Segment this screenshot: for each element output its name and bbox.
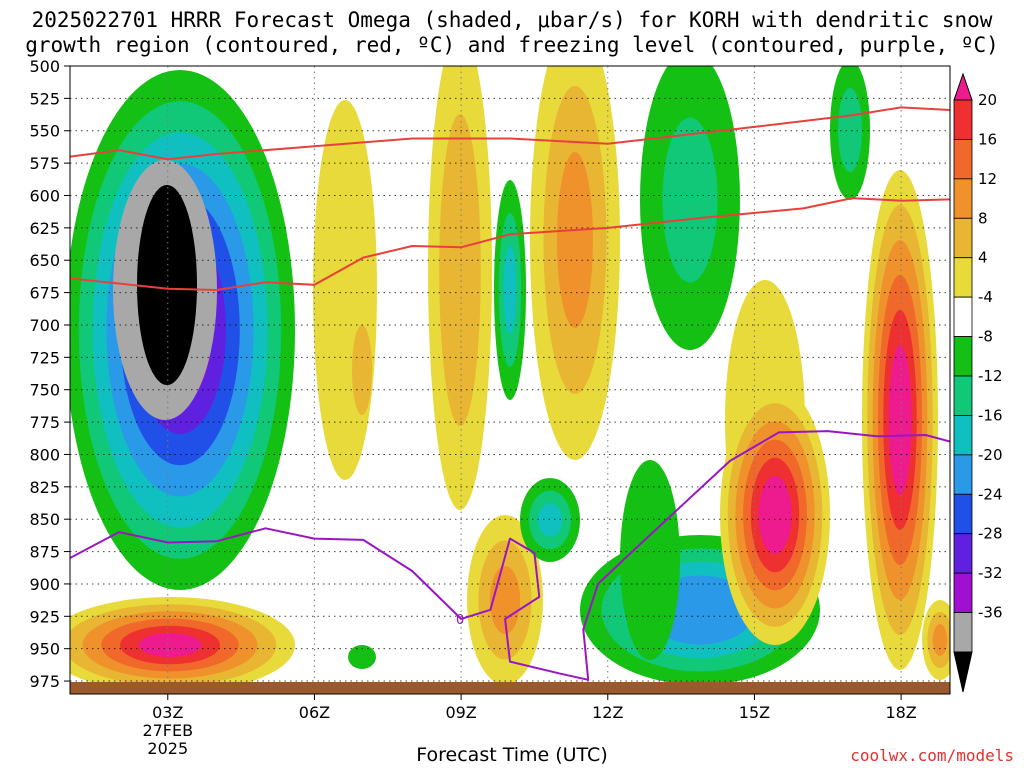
y-tick-label: 575 (29, 154, 60, 173)
colorbar-swatch (953, 336, 973, 377)
freezing-level-contour (70, 430, 950, 681)
omega-contour-fill (888, 345, 912, 495)
y-tick-label: 650 (29, 251, 60, 270)
y-tick-label: 625 (29, 219, 60, 238)
y-tick-label: 925 (29, 607, 60, 626)
chart-title-line-2: growth region (contoured, red, ºC) and f… (25, 33, 999, 57)
omega-contour-fill (557, 152, 593, 328)
colorbar-label: 8 (978, 209, 988, 227)
y-tick-label: 525 (29, 89, 60, 108)
terrain-ground (70, 682, 950, 694)
x-tick-label: 18Z (885, 703, 916, 722)
omega-shading (70, 66, 950, 693)
colorbar-label: -20 (978, 446, 1003, 464)
colorbar-swatch (953, 454, 973, 495)
y-tick-label: 825 (29, 478, 60, 497)
x-tick-sublabel: 27FEB (142, 721, 193, 740)
y-tick-label: 875 (29, 543, 60, 562)
omega-contour-fill (662, 117, 718, 283)
omega-contour-fill (932, 624, 948, 656)
y-tick-label: 950 (29, 640, 60, 659)
chart-title-line-1: 2025022701 HRRR Forecast Omega (shaded, … (31, 8, 993, 32)
colorbar-swatch (953, 139, 973, 180)
y-tick-label: 725 (29, 348, 60, 367)
y-tick-label: 800 (29, 445, 60, 464)
freezing-level-label: 0 (456, 613, 464, 628)
omega-contour-fill (138, 633, 202, 657)
y-tick-label: 500 (29, 57, 60, 76)
y-tick-label: 900 (29, 575, 60, 594)
colorbar-swatch (953, 178, 973, 219)
y-tick-label: 750 (29, 381, 60, 400)
colorbar-label: 20 (978, 91, 997, 109)
colorbar-label: -36 (978, 604, 1003, 622)
colorbar-swatch (953, 257, 973, 298)
dendritic-contour-upper (70, 106, 950, 161)
y-tick-label: 700 (29, 316, 60, 335)
colorbar-label: 4 (978, 249, 988, 267)
colorbar-swatch (953, 217, 973, 259)
x-axis-label: Forecast Time (UTC) (416, 744, 608, 766)
y-tick-label: 775 (29, 413, 60, 432)
x-tick-label: 09Z (445, 703, 476, 722)
y-tick-label: 850 (29, 510, 60, 529)
y-tick-label: 675 (29, 284, 60, 303)
omega-contour-fill (758, 476, 792, 554)
colorbar-label: -4 (978, 288, 993, 306)
colorbar-label: 12 (978, 170, 997, 188)
x-tick-sublabel: 2025 (147, 739, 188, 758)
colorbar-swatch (953, 612, 973, 653)
omega-contour-fill (538, 503, 562, 537)
omega-contour-fill (620, 460, 680, 660)
colorbar-swatch (953, 99, 973, 140)
x-tick-label: 12Z (592, 703, 623, 722)
colorbar-swatch (953, 415, 973, 456)
omega-contour-fill (439, 114, 481, 426)
omega-contour-fill (503, 246, 517, 334)
y-tick-label: 550 (29, 122, 60, 141)
y-tick-label: 600 (29, 186, 60, 205)
credit-link[interactable]: coolwx.com/models (850, 746, 1014, 765)
colorbar: 20 16 12 8 4 -4 -8 -12 -16 -20 -24 -28 -32 -36 (953, 72, 1003, 693)
omega-contour-fill (313, 100, 377, 480)
colorbar-swatch (953, 533, 973, 574)
colorbar-label: -32 (978, 564, 1003, 582)
omega-contour-fill (348, 645, 376, 669)
y-axis: 500 525 550 575 600 625 650 675 700 725 750 775 800 8… (29, 57, 70, 691)
colorbar-top-arrow (953, 72, 973, 101)
colorbar-swatch (953, 296, 973, 337)
omega-contour-fill (352, 325, 372, 415)
colorbar-label: -12 (978, 367, 1003, 385)
x-tick-label: 06Z (299, 703, 330, 722)
colorbar-label: -28 (978, 525, 1003, 543)
omega-contour-fill (137, 185, 197, 385)
plot-area: 0 (70, 66, 950, 694)
colorbar-label: -24 (978, 485, 1003, 503)
y-tick-label: 975 (29, 672, 60, 691)
colorbar-swatch (953, 572, 973, 613)
colorbar-bottom-arrow (953, 651, 973, 693)
x-tick-label: 03Z (152, 703, 183, 722)
plot-frame (69, 65, 951, 695)
colorbar-label: -8 (978, 328, 993, 346)
colorbar-label: -16 (978, 406, 1003, 424)
omega-contour-fill (838, 88, 862, 172)
x-tick-label: 15Z (739, 703, 770, 722)
contours: 0 (70, 106, 950, 681)
dendritic-contour-lower (70, 197, 950, 292)
colorbar-swatch (953, 375, 973, 416)
colorbar-label: 16 (978, 130, 997, 148)
colorbar-swatch (953, 493, 973, 535)
